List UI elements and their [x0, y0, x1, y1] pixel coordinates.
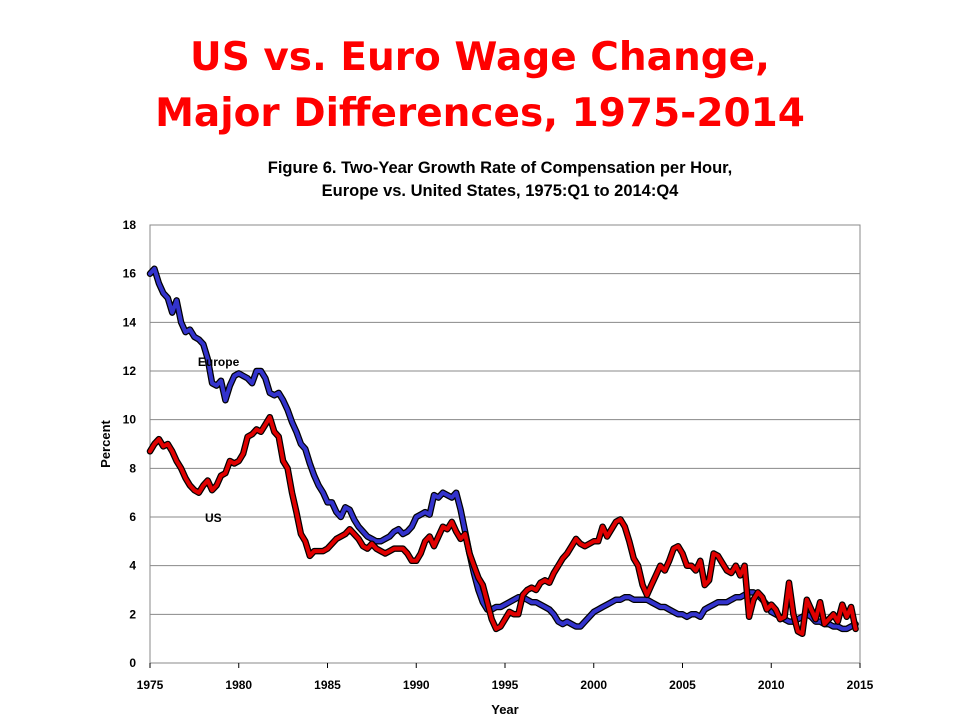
series-us-outline — [146, 413, 859, 638]
y-tick-label-8: 8 — [129, 461, 136, 475]
x-tick-label-2000: 2000 — [580, 678, 607, 692]
y-tick-label-16: 16 — [123, 267, 137, 281]
tick-labels: 0 2 4 6 8 10 12 14 16 18 1975 1980 1985 1990 1995 2000 2… — [123, 218, 874, 692]
x-tick-label-1975: 1975 — [137, 678, 164, 692]
figure-title-line-2: Europe vs. United States, 1975:Q1 to 201… — [321, 182, 679, 200]
series-us-line — [148, 415, 858, 636]
y-tick-label-10: 10 — [123, 413, 137, 427]
x-tick-label-1985: 1985 — [314, 678, 341, 692]
y-tick-label-6: 6 — [129, 510, 136, 524]
y-axis-label: Percent — [98, 419, 113, 467]
series-lines — [146, 265, 859, 638]
y-tick-label-12: 12 — [123, 364, 137, 378]
series-europe-line — [148, 266, 858, 631]
figure-title-line-1: Figure 6. Two-Year Growth Rate of Compen… — [267, 159, 733, 177]
figure-title: Figure 6. Two-Year Growth Rate of Compen… — [0, 157, 960, 203]
series-label-europe: Europe — [198, 355, 240, 369]
x-tick-label-2010: 2010 — [758, 678, 785, 692]
series-label-us: US — [205, 511, 222, 525]
x-tick-label-1995: 1995 — [492, 678, 519, 692]
slide-title-line-1: US vs. Euro Wage Change, — [190, 35, 770, 80]
x-tick-label-2005: 2005 — [669, 678, 696, 692]
series-labels: Europe US — [198, 355, 240, 525]
y-tick-label-4: 4 — [129, 559, 136, 573]
y-tick-label-0: 0 — [129, 656, 136, 670]
slide-title: US vs. Euro Wage Change, Major Differenc… — [0, 30, 960, 142]
y-tick-label-18: 18 — [123, 218, 137, 232]
x-tick-label-1980: 1980 — [225, 678, 252, 692]
x-tick-label-2015: 2015 — [847, 678, 874, 692]
y-tick-label-2: 2 — [129, 607, 136, 621]
y-tick-label-14: 14 — [123, 315, 137, 329]
x-tick-label-1990: 1990 — [403, 678, 430, 692]
gridlines — [150, 224, 860, 615]
slide-title-line-2: Major Differences, 1975-2014 — [155, 91, 805, 136]
x-axis-label: Year — [491, 702, 518, 717]
